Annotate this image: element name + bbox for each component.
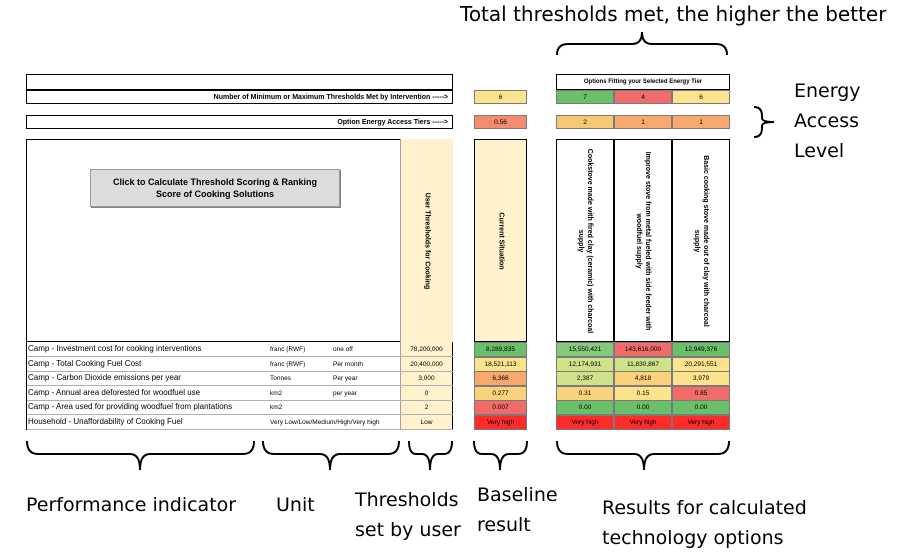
option-column-header: Basic cooking stove made out of clay wit… [672,139,730,342]
annotation-baseline: Baseline result [477,484,558,536]
unit-label: franc (RWF) [270,346,306,353]
period-label: Per year [333,375,358,382]
annotation-performance-indicator: Performance indicator [26,494,237,516]
indicator-label: Household - Unaffordability of Cooking F… [28,417,183,426]
option-value: 0.00 [672,400,730,415]
indicator-label: Camp - Annual area deforested for woodfu… [28,388,201,397]
thresholds-brace [408,440,453,471]
option-value: 20,291,551 [672,357,730,372]
option-value: 3,979 [672,371,730,386]
option-column-header: Cookstove made with fired clay (ceramic)… [556,139,614,342]
baseline-value: 0.007 [474,400,527,415]
results-brace [556,440,730,471]
row-divider [26,429,453,430]
indicator-label: Camp - Total Cooking Fuel Cost [28,359,142,368]
option-name: Improve stove from metal fueled with sid… [635,151,651,330]
table-frame [26,342,27,430]
indicator-brace [26,440,255,471]
baseline-value: 0.277 [474,386,527,401]
option-value: Very high [614,415,672,430]
unit-label: Very Low/Low/Medium/High/Very high [270,419,380,426]
option-value: 11,830,867 [614,357,672,372]
indicator-label: Camp - Investment cost for cooking inter… [28,344,202,353]
period-label: Per month [333,361,363,368]
current-situation-header: Current Situation [497,211,504,270]
option-value: 0.00 [556,400,614,415]
option-value: Very high [672,415,730,430]
indicator-label: Camp - Carbon Dioxide emissions per year [28,373,181,382]
indicator-label: Camp - Area used for providing woodfuel … [28,402,233,411]
threshold-value: 2 [424,404,429,411]
option-value: 15,550,421 [556,342,614,357]
option-value: Very high [556,415,614,430]
baseline-thresholds-met: 6 [474,90,527,104]
annotation-thresholds: Thresholds set by user [355,489,461,541]
thresholds-met-bar: Number of Minimum or Maximum Thresholds … [26,90,453,104]
option-value: 12,949,376 [672,342,730,357]
option-tier: 1 [614,115,672,129]
threshold-value: Low [420,419,433,426]
calculate-button[interactable]: Click to Calculate Threshold Scoring & R… [90,169,340,207]
baseline-tier: 0.56 [474,115,527,129]
option-value: 0.15 [614,386,672,401]
option-column-header: Improve stove from metal fueled with sid… [614,139,672,342]
annotation-thresholds-met: Total thresholds met, the higher the bet… [460,2,887,26]
row-divider [26,385,453,386]
baseline-value: 8,289,835 [474,342,527,357]
period-label: one off [333,346,353,353]
annotation-results: Results for calculated technology option… [602,497,807,549]
user-thresholds-column: User Thresholds for Cooking [400,139,453,342]
option-value: 0.31 [556,386,614,401]
unit-brace [262,440,400,471]
row-divider [26,414,453,415]
threshold-value: 0 [424,390,429,397]
option-value: 12,174,931 [556,357,614,372]
unit-label: km2 [270,404,283,411]
row-divider [26,400,453,401]
threshold-value: 3,000 [418,375,435,382]
user-thresholds-header: User Thresholds for Cooking [423,192,431,289]
threshold-value: 78,200,000 [410,346,443,353]
option-name: Cookstove made with fired clay (ceramic)… [577,148,593,333]
threshold-value: 20,400,000 [410,361,443,368]
option-thresholds-met: 6 [672,90,730,104]
period-label: per year [333,390,357,397]
top-brace [556,31,728,56]
option-tier: 1 [672,115,730,129]
unit-label: km2 [270,390,283,397]
unit-label: franc (RWF) [270,361,306,368]
option-tier: 2 [556,115,614,129]
row-divider [26,356,453,357]
baseline-brace [473,440,528,471]
options-header: Options Fitting your Selected Energy Tie… [556,74,730,90]
tiers-bar: Option Energy Access Tiers -----> [26,115,453,129]
option-value: 0.85 [672,386,730,401]
annotation-unit: Unit [276,494,315,516]
baseline-value: Very high [474,415,527,430]
option-name: Basic cooking stove made out of clay wit… [693,154,709,327]
option-value: 2,387 [556,371,614,386]
option-thresholds-met: 7 [556,90,614,104]
baseline-value: 6,366 [474,371,527,386]
option-thresholds-met: 4 [614,90,672,104]
option-value: 143,616,000 [614,342,672,357]
top-blank-bar [26,74,453,90]
option-value: 0.00 [614,400,672,415]
unit-label: Tonnes [270,375,291,382]
energy-level-brace [753,106,775,138]
option-value: 4,818 [614,371,672,386]
current-situation-column: Current Situation [474,139,527,342]
annotation-energy-access-level: Energy Access Level [794,80,861,162]
baseline-value: 18,521,113 [474,357,527,372]
row-divider [26,371,453,372]
